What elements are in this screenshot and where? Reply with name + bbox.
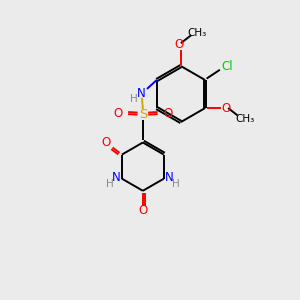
Text: N: N <box>137 86 146 100</box>
Text: O: O <box>175 38 184 51</box>
Text: CH₃: CH₃ <box>188 28 207 38</box>
Text: O: O <box>101 136 110 149</box>
Text: CH₃: CH₃ <box>235 114 254 124</box>
Text: N: N <box>165 171 173 184</box>
Text: O: O <box>138 204 148 217</box>
Text: H: H <box>130 94 138 104</box>
Text: N: N <box>112 171 121 184</box>
Text: O: O <box>222 101 231 115</box>
Text: H: H <box>106 179 113 189</box>
Text: S: S <box>139 108 147 121</box>
Text: H: H <box>172 179 180 189</box>
Text: Cl: Cl <box>221 60 233 73</box>
Text: O: O <box>113 106 122 119</box>
Text: O: O <box>164 106 173 119</box>
